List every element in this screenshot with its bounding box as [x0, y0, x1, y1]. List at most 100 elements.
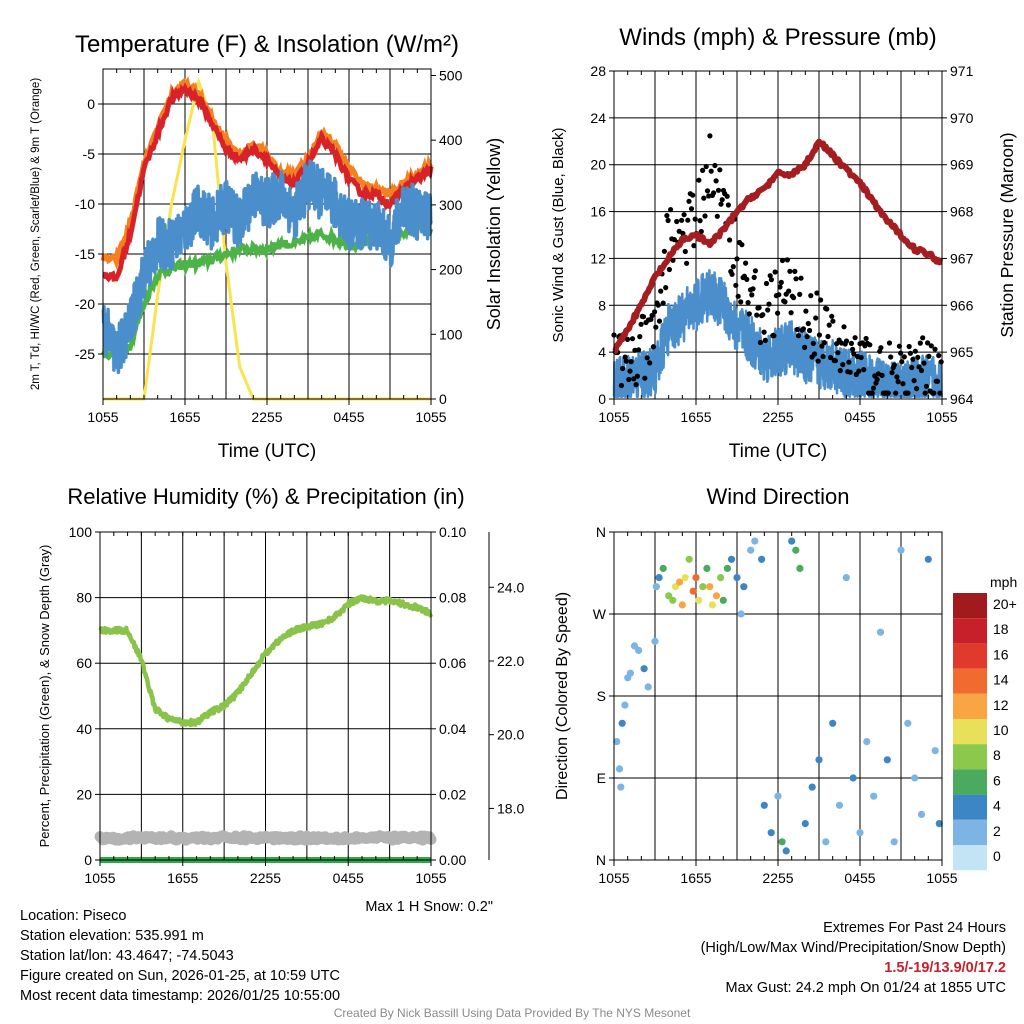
- y-tick-label: 100: [69, 524, 93, 540]
- y-tick-label: E: [597, 770, 606, 786]
- gust-point: [779, 257, 786, 264]
- y-tick-label: N: [596, 852, 606, 868]
- gust-point: [711, 190, 717, 196]
- x-tick-label: 1055: [87, 409, 118, 425]
- gust-point: [751, 274, 757, 280]
- gust-point: [797, 291, 803, 297]
- gust-point: [900, 381, 906, 387]
- gust-point: [920, 335, 926, 341]
- extremes-values: 1.5/-19/13.9/0/17.2: [884, 960, 1006, 976]
- winds-y-ticks: 0 4 8 12 16 20 24 28: [590, 63, 614, 407]
- y-tick-label: W: [593, 606, 607, 622]
- gust-point: [911, 378, 917, 384]
- temperature-y-ticks: -25 -20 -15 -10 -5 0: [75, 96, 103, 362]
- x-tick-label: 1055: [926, 870, 957, 886]
- speed-legend-swatch: [953, 845, 987, 871]
- gust-point: [898, 350, 904, 356]
- gust-point: [885, 390, 891, 396]
- gust-point: [692, 216, 698, 222]
- gust-point: [661, 248, 668, 254]
- y-tick-label: 28: [590, 63, 606, 79]
- gust-point: [778, 279, 784, 285]
- wind-direction-point: [856, 829, 864, 837]
- gust-point: [805, 320, 811, 327]
- gust-point: [895, 379, 901, 385]
- gust-point: [717, 167, 723, 173]
- temperature-x-ticks: 1055 1655 2255 0455 1055: [87, 69, 447, 425]
- gust-point: [847, 369, 853, 375]
- extremes-info: Extremes For Past 24 Hours (High/Low/Max…: [701, 918, 1006, 998]
- speed-legend-label: 2: [993, 823, 1001, 839]
- winds-x-axis-label: Time (UTC): [729, 441, 828, 462]
- winds-x-ticks: 1055 1655 2255 0455 1055: [598, 71, 958, 425]
- gust-point: [861, 367, 867, 373]
- gust-point: [832, 358, 839, 364]
- credit-line: Created By Nick Bassill Using Data Provi…: [333, 1006, 691, 1020]
- wind-direction-point: [890, 838, 898, 846]
- gust-point: [752, 268, 759, 274]
- wind-direction-point: [621, 701, 629, 709]
- snow-depth-line: [94, 830, 437, 846]
- wind-direction-point: [676, 578, 684, 586]
- gust-point: [685, 217, 691, 223]
- gust-point: [825, 333, 831, 340]
- gust-point: [719, 197, 725, 203]
- x-tick-label: 1055: [926, 409, 957, 425]
- y-tick-label: 24.0: [497, 579, 524, 595]
- gust-point: [907, 350, 914, 356]
- y-tick-label: 968: [950, 204, 974, 220]
- wind-direction-point: [870, 792, 878, 800]
- gust-point: [656, 318, 663, 324]
- y-tick-label: 0.00: [439, 852, 466, 868]
- gust-point: [760, 312, 766, 318]
- gust-point: [821, 340, 827, 346]
- speed-legend-label: 16: [993, 646, 1009, 662]
- wind-direction-point: [678, 601, 686, 609]
- gust-point: [700, 167, 706, 173]
- y-tick-label: -20: [75, 296, 95, 312]
- gust-point: [670, 257, 676, 263]
- gust-point: [623, 358, 629, 364]
- y-tick-label: 0.08: [439, 590, 466, 606]
- gust-point: [658, 288, 664, 294]
- temperature-x-axis-label: Time (UTC): [218, 441, 317, 462]
- gust-point: [918, 367, 925, 374]
- wind-direction-point: [924, 555, 932, 563]
- speed-legend-label: 0: [993, 848, 1001, 864]
- wind-direction-point: [717, 574, 725, 582]
- gust-point: [638, 321, 644, 327]
- y-tick-label: 964: [950, 391, 974, 407]
- gust-point: [827, 354, 834, 361]
- gust-point: [791, 295, 797, 301]
- figure-created: Figure created on Sun, 2026-01-25, at 10…: [20, 968, 340, 984]
- wind-direction-point: [897, 546, 905, 554]
- sonic-wind-line: [612, 269, 944, 398]
- gust-point: [912, 348, 918, 354]
- gust-point: [928, 343, 934, 349]
- wind-direction-point: [822, 838, 830, 846]
- gust-point: [713, 178, 719, 184]
- y-tick-label: 400: [439, 132, 463, 148]
- gust-point: [891, 362, 898, 368]
- wind-direction-point: [652, 583, 661, 591]
- max-snow-annotation: Max 1 H Snow: 0.2": [365, 899, 493, 915]
- x-tick-label: 2255: [251, 409, 282, 425]
- wind-direction-grid: [614, 532, 942, 860]
- wind-direction-point: [685, 555, 693, 563]
- gust-point: [820, 353, 826, 360]
- wind-direction-point: [689, 587, 697, 595]
- gust-point: [664, 213, 670, 219]
- y-tick-label: 0: [84, 852, 92, 868]
- gust-point: [776, 292, 782, 298]
- gust-point: [800, 326, 807, 332]
- humidity-y-axis-label: Percent, Precipitation (Green), & Snow D…: [37, 545, 52, 848]
- wind-direction-point: [935, 820, 943, 828]
- gust-point: [688, 206, 695, 212]
- gust-point: [671, 237, 677, 243]
- temperature-line: [102, 82, 434, 283]
- gust-point: [829, 313, 835, 319]
- wind-direction-point: [692, 574, 700, 582]
- gust-point: [647, 360, 653, 366]
- speed-legend-swatch: [953, 744, 987, 770]
- wind-direction-points: [613, 537, 943, 855]
